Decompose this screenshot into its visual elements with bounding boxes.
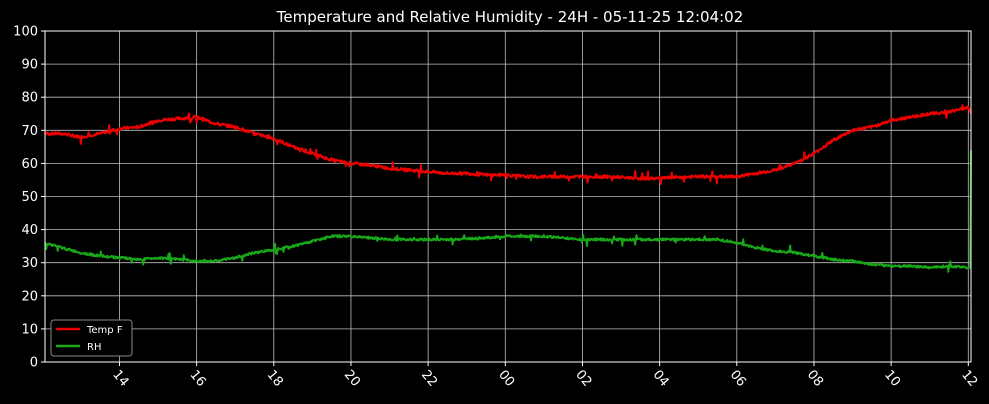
y-tick-label: 30 xyxy=(21,256,38,271)
y-tick-label: 60 xyxy=(21,157,38,172)
legend-label-temp: Temp F xyxy=(86,325,123,336)
y-tick-label: 90 xyxy=(21,58,38,73)
y-tick-label: 20 xyxy=(21,289,38,304)
y-tick-label: 70 xyxy=(21,124,38,139)
y-axis: 0 10 20 30 40 50 60 70 80 90 100 xyxy=(13,25,45,371)
series-layer xyxy=(44,104,972,273)
y-tick-label: 50 xyxy=(21,190,38,205)
y-tick-label: 100 xyxy=(13,25,38,40)
y-tick-label: 0 xyxy=(30,356,38,371)
series-line-temp xyxy=(44,104,972,185)
y-tick-label: 80 xyxy=(21,91,38,106)
chart-title: Temperature and Relative Humidity - 24H … xyxy=(276,8,744,26)
legend-label-rh: RH xyxy=(87,342,101,353)
series-line-rh xyxy=(44,150,972,273)
y-tick-label: 10 xyxy=(21,322,38,337)
y-tick-label: 40 xyxy=(21,223,38,238)
legend: Temp F RH xyxy=(50,319,133,357)
